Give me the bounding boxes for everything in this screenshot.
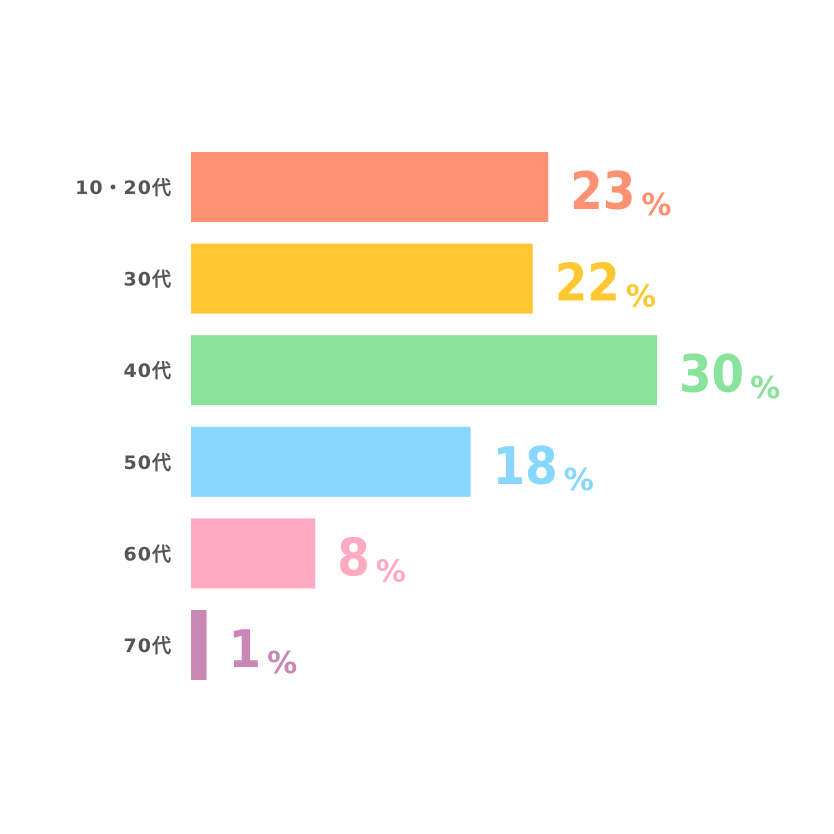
bar: [191, 335, 657, 406]
category-label: 30代: [124, 269, 172, 291]
value-unit: %: [267, 646, 297, 681]
category-label: 10・20代: [75, 177, 172, 199]
bar: [191, 243, 533, 314]
value-unit: %: [750, 371, 780, 406]
value-label: 22%: [555, 254, 656, 315]
category-label: 60代: [124, 543, 172, 565]
value-unit: %: [376, 554, 406, 589]
bar: [191, 426, 471, 497]
bar: [191, 518, 316, 589]
value-unit: %: [626, 280, 656, 315]
value-number: 22: [555, 254, 620, 314]
value-label: 8%: [337, 528, 406, 589]
value-label: 23%: [570, 162, 671, 223]
bar: [191, 610, 207, 680]
value-number: 1: [229, 620, 262, 680]
category-label: 40代: [124, 360, 172, 382]
bar: [191, 152, 549, 222]
value-label: 30%: [679, 345, 780, 406]
category-label: 70代: [124, 635, 172, 657]
value-unit: %: [564, 463, 594, 498]
value-label: 1%: [229, 620, 298, 681]
value-number: 30: [679, 345, 744, 405]
value-label: 18%: [493, 437, 594, 498]
value-number: 8: [337, 528, 370, 588]
value-unit: %: [641, 188, 671, 223]
value-number: 18: [493, 437, 558, 497]
category-label: 50代: [124, 452, 172, 474]
value-number: 23: [570, 162, 635, 222]
